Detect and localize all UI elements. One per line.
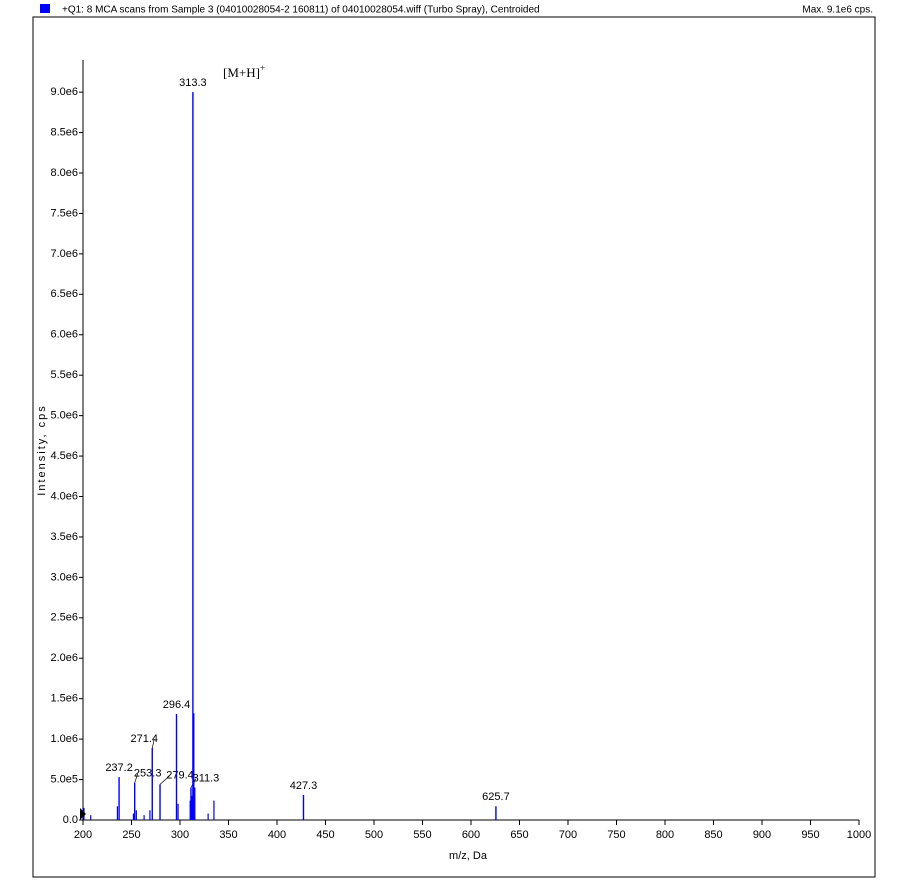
peak-label: 625.7 [482, 791, 510, 803]
peak-label: 237.2 [105, 762, 133, 774]
x-tick-label: 300 [171, 829, 189, 841]
x-tick-label: 250 [122, 829, 140, 841]
peak-label: 253.3 [134, 768, 162, 780]
peak-label: 427.3 [290, 780, 318, 792]
y-tick-label: 9.0e6 [50, 86, 78, 98]
leader-line [134, 773, 139, 783]
y-tick-label: 3.0e6 [50, 571, 78, 583]
leader-line [159, 775, 171, 785]
x-tick-label: 800 [656, 829, 674, 841]
legend-swatch [40, 4, 50, 13]
y-axis-label: Intensity, cps [36, 404, 48, 495]
annotation-sup: + [260, 63, 265, 73]
y-tick-label: 1.0e6 [50, 733, 78, 745]
origin-marker [80, 808, 86, 820]
x-tick-label: 500 [365, 829, 383, 841]
chart-subtitle: Max. 9.1e6 cps. [802, 5, 873, 16]
x-tick-label: 1000 [847, 829, 871, 841]
y-tick-label: 4.5e6 [50, 450, 78, 462]
x-tick-label: 550 [413, 829, 431, 841]
chart-title: +Q1: 8 MCA scans from Sample 3 (04010028… [62, 5, 540, 16]
x-tick-label: 900 [753, 829, 771, 841]
x-tick-label: 750 [607, 829, 625, 841]
y-tick-label: 8.5e6 [50, 126, 78, 138]
y-tick-label: 7.0e6 [50, 248, 78, 260]
x-tick-label: 200 [74, 829, 92, 841]
y-tick-label: 3.5e6 [50, 531, 78, 543]
y-tick-label: 5.0e5 [50, 773, 78, 785]
annotation: [M+H]+ [223, 63, 265, 80]
y-tick-label: 7.5e6 [50, 207, 78, 219]
x-tick-label: 450 [316, 829, 334, 841]
y-tick-label: 2.5e6 [50, 612, 78, 624]
y-tick-label: 0.0 [63, 814, 78, 826]
y-tick-label: 6.0e6 [50, 329, 78, 341]
x-axis-label: m/z, Da [449, 850, 488, 862]
x-tick-label: 950 [801, 829, 819, 841]
x-tick-label: 350 [219, 829, 237, 841]
x-tick-label: 700 [559, 829, 577, 841]
annotation-text: [M+H] [223, 65, 260, 80]
x-tick-label: 400 [268, 829, 286, 841]
peak-label: 311.3 [193, 773, 220, 785]
leader-line [151, 738, 155, 749]
y-tick-label: 8.0e6 [50, 167, 78, 179]
y-tick-label: 2.0e6 [50, 652, 78, 664]
x-tick-label: 650 [510, 829, 528, 841]
y-tick-label: 1.5e6 [50, 693, 78, 705]
x-tick-label: 600 [462, 829, 480, 841]
y-tick-label: 5.5e6 [50, 369, 78, 381]
peak-label: 313.3 [179, 77, 207, 89]
peak-label: 271.4 [130, 733, 158, 745]
y-tick-label: 6.5e6 [50, 288, 78, 300]
peak-label: 279.4 [166, 769, 194, 781]
x-tick-label: 850 [704, 829, 722, 841]
peak-label: 296.4 [163, 699, 191, 711]
frame [32, 16, 876, 878]
y-tick-label: 5.0e6 [50, 410, 78, 422]
y-tick-label: 4.0e6 [50, 490, 78, 502]
